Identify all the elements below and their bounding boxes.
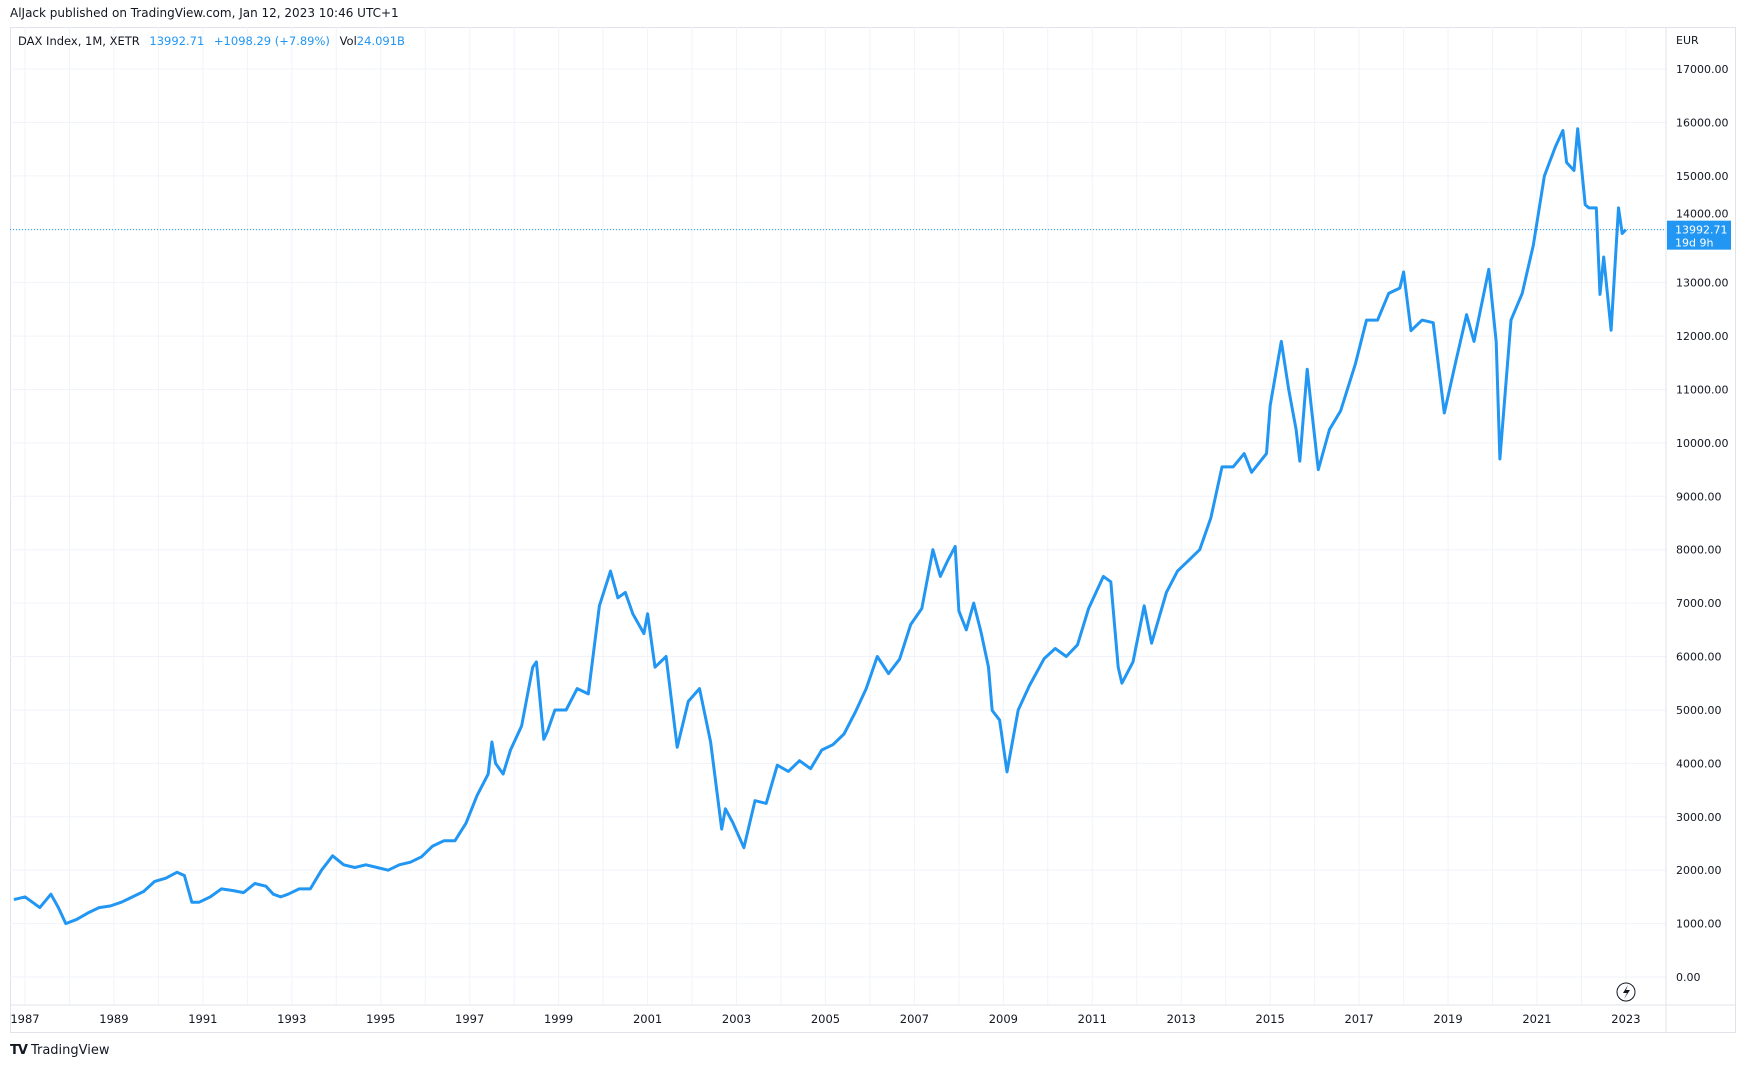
y-tick-label: 6000.00 xyxy=(1676,651,1722,664)
y-tick-label: 17000.00 xyxy=(1676,63,1729,76)
price-change: +1098.29 (+7.89%) xyxy=(213,34,330,48)
x-tick-label: 2009 xyxy=(989,1012,1018,1026)
symbol-legend: DAX Index, 1M, XETR 13992.71 +1098.29 (+… xyxy=(18,34,411,48)
y-tick-label: 9000.00 xyxy=(1676,490,1722,503)
lightning-icon[interactable] xyxy=(1616,982,1636,1002)
x-tick-label: 2007 xyxy=(900,1012,929,1026)
x-tick-label: 1999 xyxy=(544,1012,573,1026)
x-tick-label: 1995 xyxy=(366,1012,395,1026)
volume-label: Vol xyxy=(339,34,357,48)
tradingview-branding[interactable]: TV TradingView xyxy=(10,1043,109,1058)
y-tick-label: 11000.00 xyxy=(1676,383,1729,396)
y-tick-label: 16000.00 xyxy=(1676,116,1729,129)
price-tag xyxy=(1667,220,1731,250)
lightning-icon-glyph xyxy=(1623,985,1630,999)
publish-info: AlJack published on TradingView.com, Jan… xyxy=(10,6,399,20)
y-tick-label: 15000.00 xyxy=(1676,170,1729,183)
x-tick-label: 1993 xyxy=(277,1012,306,1026)
y-tick-label: 7000.00 xyxy=(1676,597,1722,610)
x-tick-label: 2011 xyxy=(1078,1012,1107,1026)
y-tick-label: 13000.00 xyxy=(1676,277,1729,290)
x-tick-label: 1989 xyxy=(99,1012,128,1026)
x-tick-label: 2017 xyxy=(1344,1012,1373,1026)
x-tick-label: 2023 xyxy=(1611,1012,1640,1026)
branding-text: TradingView xyxy=(30,1043,110,1058)
x-tick-label: 2005 xyxy=(811,1012,840,1026)
x-tick-label: 1997 xyxy=(455,1012,484,1026)
y-tick-label: 12000.00 xyxy=(1676,330,1729,343)
x-tick-label: 1987 xyxy=(10,1012,39,1026)
y-tick-label: 4000.00 xyxy=(1676,757,1722,770)
currency-label: EUR xyxy=(1676,34,1699,47)
y-tick-label: 8000.00 xyxy=(1676,544,1722,557)
price-tag-countdown: 19d 9h xyxy=(1675,237,1713,250)
price-line xyxy=(13,127,1627,926)
y-tick-label: 5000.00 xyxy=(1676,704,1722,717)
symbol-label[interactable]: DAX Index, 1M, XETR xyxy=(18,34,140,48)
tradingview-logo: TV xyxy=(10,1043,28,1058)
last-price: 13992.71 xyxy=(149,34,205,48)
y-tick-label: 2000.00 xyxy=(1676,864,1722,877)
x-tick-label: 2015 xyxy=(1256,1012,1285,1026)
x-tick-label: 2021 xyxy=(1522,1012,1551,1026)
x-tick-label: 1991 xyxy=(188,1012,217,1026)
volume-value: 24.091B xyxy=(356,34,405,48)
y-tick-label: 1000.00 xyxy=(1676,918,1722,931)
y-tick-label: 14000.00 xyxy=(1676,208,1729,221)
x-tick-label: 2001 xyxy=(633,1012,662,1026)
price-tag-value: 13992.71 xyxy=(1675,224,1728,237)
x-tick-label: 2019 xyxy=(1433,1012,1462,1026)
y-tick-label: 10000.00 xyxy=(1676,437,1729,450)
x-tick-label: 2003 xyxy=(722,1012,751,1026)
chart-frame xyxy=(10,27,1736,1033)
x-tick-label: 2013 xyxy=(1167,1012,1196,1026)
y-tick-label: 3000.00 xyxy=(1676,811,1722,824)
y-tick-label: 0.00 xyxy=(1676,971,1701,984)
